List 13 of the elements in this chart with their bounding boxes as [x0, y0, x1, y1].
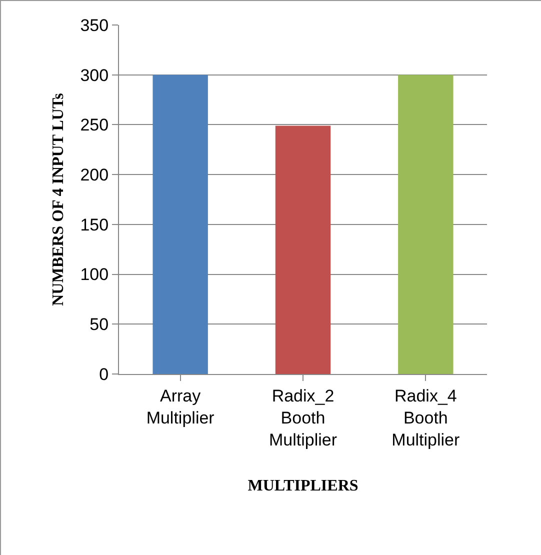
y-tick-label: 200 [80, 166, 109, 185]
y-tick-label: 250 [80, 116, 109, 135]
y-tick-label: 0 [99, 364, 109, 384]
y-tick-label: 300 [80, 66, 109, 85]
x-tick-label: Radix_2 Booth Multiplier [268, 386, 338, 450]
y-tick-label: 150 [80, 215, 109, 234]
y-tick-label: 350 [80, 16, 109, 35]
x-tick-label: Array Multiplier [146, 386, 215, 428]
y-tick-label: 50 [90, 315, 109, 334]
y-tick-label: 100 [80, 265, 109, 284]
x-axis-title: MULTIPLIERS [248, 477, 358, 494]
x-tick-label: Radix_4 Booth Multiplier [392, 386, 460, 450]
y-axis-title: NUMBERS OF 4 INPUT LUTs [50, 93, 68, 306]
